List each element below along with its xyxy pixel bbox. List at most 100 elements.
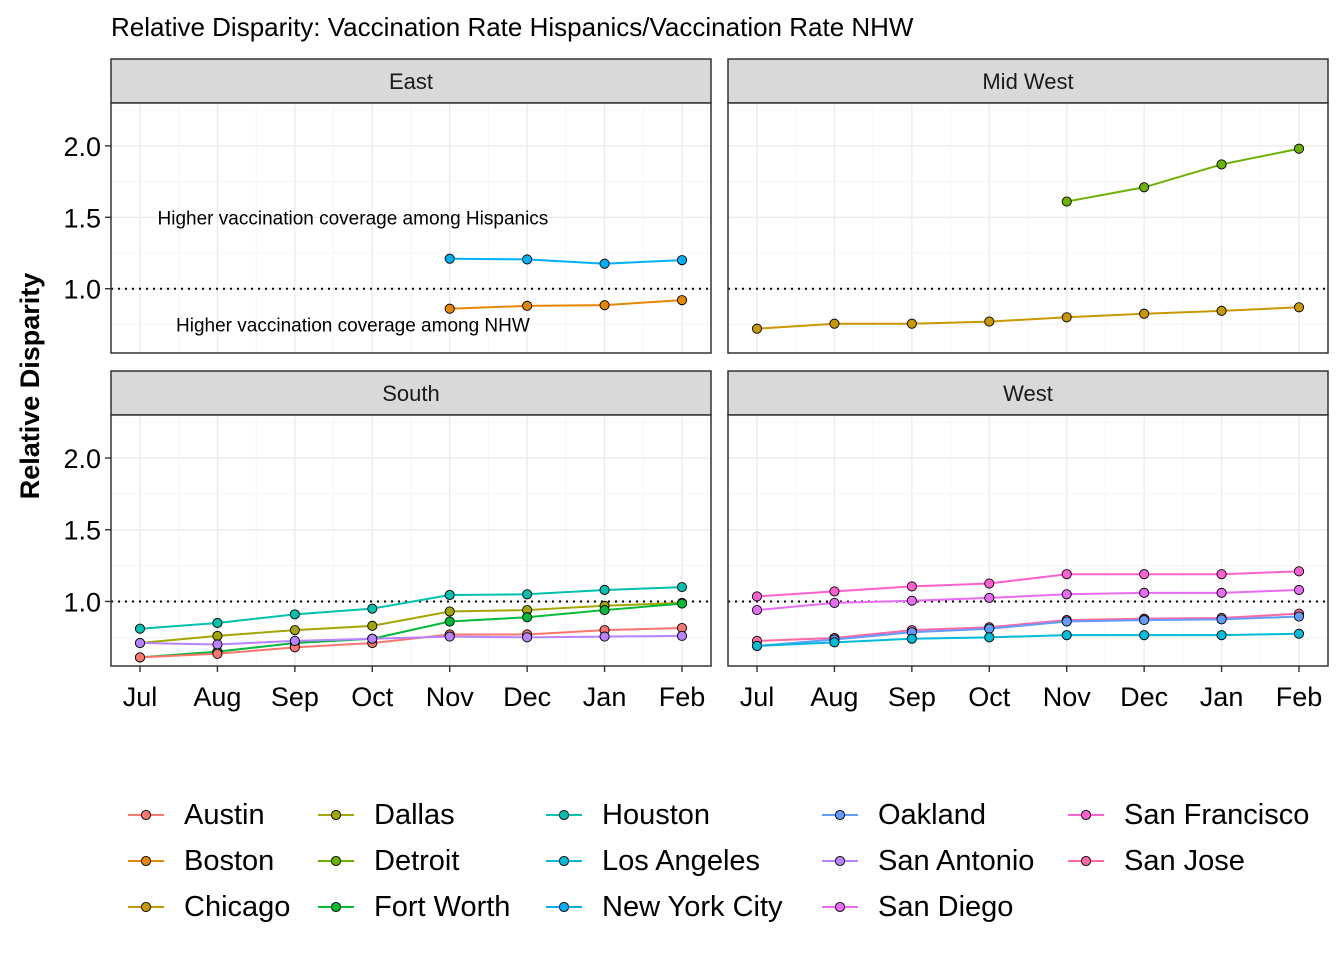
legend-item-los-angeles: Los Angeles	[544, 841, 760, 881]
x-tick-label: Dec	[503, 682, 551, 712]
x-tick-label: Jul	[740, 682, 775, 712]
x-tick-label: Aug	[193, 682, 241, 712]
facet-strip-label: Mid West	[982, 69, 1073, 94]
data-point-oakland	[1216, 614, 1227, 625]
series-line-los-angeles	[756, 632, 1300, 647]
legend-item-new-york-city: New York City	[544, 887, 783, 927]
facet-strip-label: West	[1003, 381, 1053, 406]
data-point-chicago	[751, 323, 763, 334]
data-point-dallas	[367, 620, 378, 631]
legend-key-icon	[318, 809, 354, 821]
series-line-austin	[139, 626, 683, 659]
legend-label: Dallas	[374, 798, 455, 831]
y-tick-label: 1.0	[63, 587, 101, 617]
legend-item-san-antonio: San Antonio	[820, 841, 1034, 881]
legend-key-icon	[318, 855, 354, 867]
legend-key-icon	[822, 809, 858, 821]
data-point-los-angeles	[751, 640, 763, 651]
data-point-houston	[212, 617, 223, 629]
data-point-detroit	[1293, 143, 1305, 154]
legend-key-icon	[546, 901, 582, 913]
panel-east: East Higher vaccination coverage among Hi…	[63, 58, 712, 354]
data-point-chicago	[1293, 302, 1305, 313]
annotation-text: Higher vaccination coverage among NHW	[176, 315, 530, 336]
y-tick-label: 2.0	[63, 444, 101, 474]
legend: Austin Boston Chicago Dallas Detroit Fort Wor…	[126, 795, 1336, 935]
x-tick-label: Nov	[1043, 682, 1092, 712]
legend-label: Austin	[184, 798, 265, 831]
panel-mid-west: Mid West	[727, 58, 1329, 354]
data-point-boston	[676, 295, 688, 306]
data-point-san-francisco	[751, 591, 763, 602]
data-point-san-antonio	[134, 638, 146, 649]
legend-item-detroit: Detroit	[316, 841, 459, 881]
data-point-houston	[676, 582, 688, 593]
data-point-new-york-city	[599, 258, 610, 269]
data-point-san-diego	[751, 605, 763, 616]
legend-item-fort-worth: Fort Worth	[316, 887, 510, 927]
data-point-san-francisco	[829, 586, 840, 597]
data-point-houston	[289, 609, 300, 620]
legend-item-san-diego: San Diego	[820, 887, 1013, 927]
legend-label: Fort Worth	[374, 890, 511, 923]
data-point-austin	[212, 648, 223, 659]
facet-strip	[110, 370, 712, 416]
data-point-san-antonio	[289, 635, 300, 646]
legend-item-san-francisco: San Francisco	[1066, 795, 1309, 835]
data-point-detroit	[1216, 159, 1227, 170]
y-tick-label: 2.0	[63, 132, 101, 162]
data-point-houston	[367, 603, 378, 614]
legend-label: New York City	[602, 890, 783, 923]
series-line-detroit	[1066, 147, 1300, 203]
data-point-los-angeles	[984, 632, 995, 643]
legend-label: Los Angeles	[602, 844, 761, 877]
legend-label: Detroit	[374, 844, 460, 877]
y-axis-label: Relative Disparity	[15, 273, 45, 500]
data-point-boston	[599, 300, 610, 311]
data-point-detroit	[1061, 196, 1072, 207]
data-point-fort-worth	[599, 605, 610, 616]
x-tick-label: Feb	[659, 682, 706, 712]
data-point-houston	[134, 623, 146, 634]
legend-label: Oakland	[878, 798, 987, 831]
legend-item-san-jose: San Jose	[1066, 841, 1245, 881]
data-point-dallas	[212, 630, 223, 641]
legend-label: San Jose	[1124, 844, 1245, 877]
legend-key-icon	[1068, 809, 1104, 821]
data-point-new-york-city	[522, 254, 533, 265]
data-point-oakland	[1139, 615, 1150, 626]
legend-key-icon	[822, 901, 858, 913]
data-point-fort-worth	[444, 616, 455, 627]
data-point-new-york-city	[676, 255, 688, 266]
panel-border	[110, 414, 712, 667]
legend-key-icon	[546, 809, 582, 821]
series-line-boston	[449, 299, 683, 310]
legend-key-icon	[128, 855, 164, 867]
data-point-san-antonio	[367, 633, 378, 644]
data-point-san-francisco	[906, 581, 917, 592]
legend-key-icon	[546, 855, 582, 867]
y-tick-label: 1.0	[63, 275, 101, 305]
legend-key-icon	[128, 901, 164, 913]
data-point-san-antonio	[676, 630, 688, 641]
legend-item-houston: Houston	[544, 795, 710, 835]
legend-label: Chicago	[184, 890, 291, 923]
facet-strip-label: East	[389, 69, 433, 94]
series-line-san-francisco	[756, 570, 1300, 598]
x-tick-label: Jan	[1200, 682, 1244, 712]
data-point-san-diego	[829, 597, 840, 608]
x-tick-label: Feb	[1276, 682, 1323, 712]
data-point-san-antonio	[522, 632, 533, 643]
legend-label: San Diego	[878, 890, 1014, 923]
x-tick-label: Dec	[1120, 682, 1168, 712]
series-line-san-jose	[756, 612, 1300, 642]
facet-strip-label: South	[382, 381, 440, 406]
series-line-houston	[139, 586, 683, 630]
data-point-houston	[444, 589, 455, 601]
data-point-oakland	[1293, 611, 1305, 622]
y-tick-label: 1.5	[63, 203, 101, 233]
data-point-new-york-city	[444, 253, 455, 264]
series-line-chicago	[756, 306, 1300, 330]
data-point-chicago	[1061, 312, 1072, 323]
